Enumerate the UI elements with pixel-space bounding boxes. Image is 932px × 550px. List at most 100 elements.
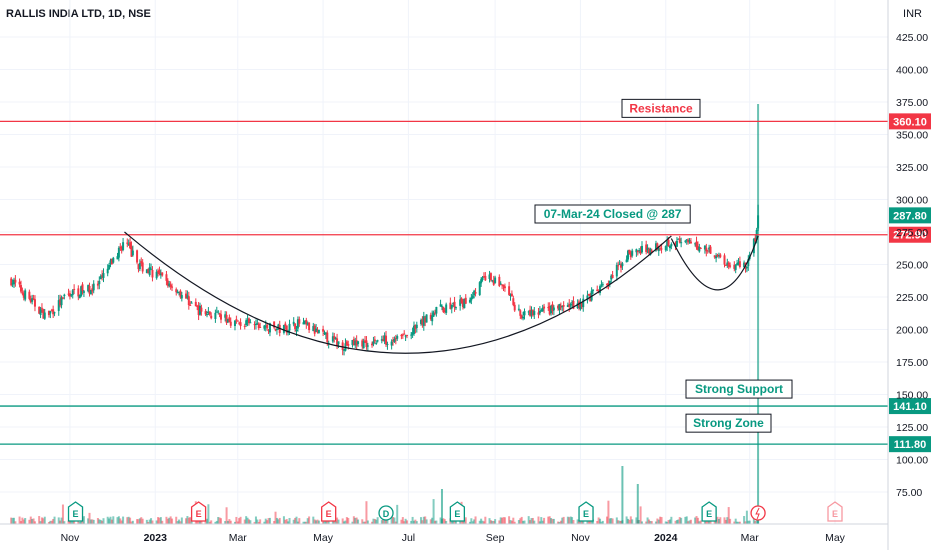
candle-body [257,323,260,329]
flash-icon [755,507,760,520]
candle-body [63,294,66,297]
volume-bar [89,519,92,524]
volume-bar [24,518,27,524]
volume-bar [677,519,680,524]
candle-body [42,309,45,319]
volume-bar [586,519,589,524]
candle-body [303,320,306,324]
volume-bar [473,519,476,524]
volume-bar [380,520,383,524]
candle-body [57,300,60,311]
candle-body [267,330,270,332]
volume-bar [263,521,266,524]
volume-bar [364,521,367,524]
level-price-label: 272.90 [893,230,927,242]
volume-bar [137,519,140,524]
volume-bar [494,519,497,524]
volume-bar [336,517,339,524]
volume-bar [295,516,298,524]
candle-body [226,319,229,323]
volume-bar [415,521,418,524]
candle-body [452,302,455,304]
volume-bar [433,520,436,524]
volume-bar [520,516,523,524]
earnings-marker [67,501,84,522]
volume-bar [454,521,457,524]
volume-bar [689,519,692,524]
candle-body [277,324,280,328]
candle-body [215,311,218,313]
candle-body [47,310,50,316]
volume-bar [445,520,448,524]
candle-body [296,319,299,329]
candle-body [343,349,346,351]
candle-body [268,323,271,333]
volume-bar [169,516,172,524]
volume-bar [547,516,550,524]
volume-bar [57,517,60,524]
volume-bar [52,519,55,524]
volume-bar [501,517,504,524]
candle-body [239,322,242,327]
volume-bar [569,516,572,524]
volume-bar [308,516,311,524]
volume-bar [508,516,511,524]
volume-bar [189,517,192,524]
volume-bar [654,521,657,524]
level-price-tag [889,113,931,130]
volume-bar [498,520,501,524]
candle-body [313,325,316,334]
level-price-tag [889,226,931,243]
candle-body [109,260,112,264]
volume-bar [334,521,337,524]
volume-bar [99,519,102,524]
volume-bar [127,516,130,524]
candle-body [199,305,202,315]
candle-body [334,337,337,339]
volume-bar [180,517,183,524]
volume-bar [257,521,260,524]
candle-body [122,242,125,251]
volume-bar [224,521,227,524]
candle-body [645,244,648,252]
volume-bar [282,516,285,524]
volume-bar [50,520,53,524]
candle-body [284,323,287,326]
volume-bar [185,518,188,524]
volume-bar [640,521,643,524]
volume-bar [371,521,374,524]
event-marker-label: E [454,509,460,519]
candle-body [677,238,680,240]
volume-bar [694,517,697,524]
volume-bar [243,519,246,524]
volume-bar [582,519,585,524]
candle-body [68,293,71,297]
candle-body [411,332,414,335]
volume-bar [558,521,561,524]
candle-body [442,306,445,312]
candle-body [87,285,90,292]
volume-bar [522,520,525,524]
volume-bar [298,518,301,524]
volume-bar [199,520,202,524]
candle-body [376,340,379,342]
candle-body [28,291,31,299]
cup-curve [124,231,672,354]
candle-body [723,255,726,265]
candle-body [757,215,760,229]
candle-body [695,241,698,248]
volume-bar [491,520,494,524]
candle-body [312,326,315,332]
y-tick-label: 225.00 [896,292,928,304]
volume-bar [78,521,81,524]
currency-label[interactable]: INR [903,8,922,20]
candle-body [403,333,406,335]
volume-bar [628,519,631,524]
volume-bar [141,518,144,524]
volume-bar [708,519,711,524]
candle-body [424,317,427,323]
candle-body [734,265,737,270]
volume-bar [571,517,574,524]
event-marker-label: E [832,509,838,519]
